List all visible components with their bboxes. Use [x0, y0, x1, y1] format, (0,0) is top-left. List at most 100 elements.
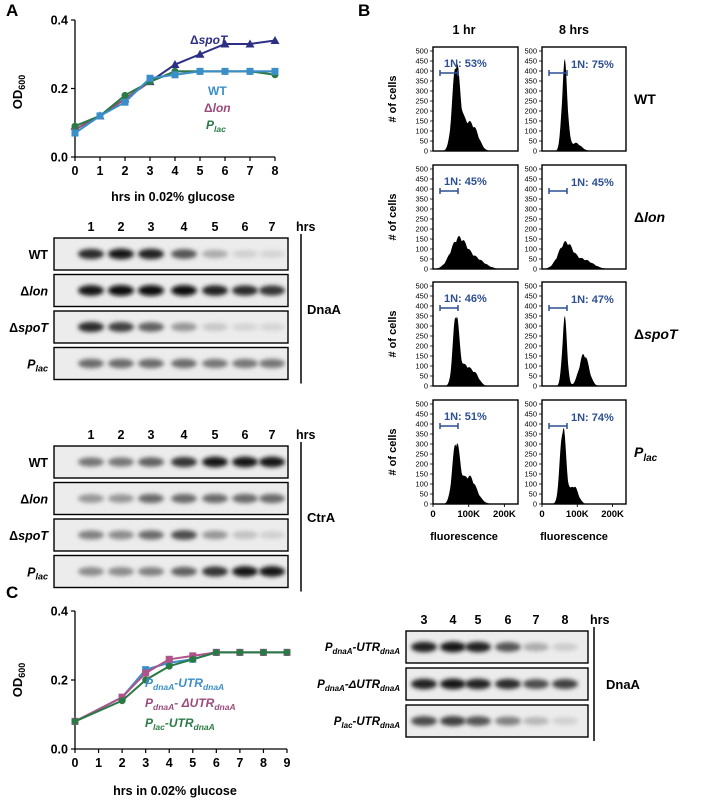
chart-axes: 0.0 0.2 0.4 0 1 2 3 4 5 6 7 8 9	[51, 605, 291, 771]
y-tick-label: 150	[415, 117, 428, 126]
y-tick-label: 200	[415, 225, 428, 234]
blot-band	[259, 493, 285, 504]
strain-label: Δlon	[634, 209, 665, 225]
blot-strip	[405, 630, 589, 664]
y-tick-label: 0.0	[51, 151, 68, 165]
x-tick-label: 6	[222, 164, 229, 178]
blot-band	[259, 323, 285, 331]
data-point	[212, 648, 220, 656]
y-tick-label: 0.0	[51, 743, 68, 757]
chart-axes: 0.0 0.2 0.4 0 1 2 3 4 5 6 7 8	[51, 14, 279, 179]
y-tick-label: 50	[420, 255, 428, 264]
blot-band	[78, 285, 104, 296]
blot-band	[232, 493, 258, 504]
y-tick-label: 0	[533, 500, 537, 509]
data-point	[283, 648, 291, 656]
y-tick-label: 150	[524, 470, 537, 479]
y-tick-label: 50	[420, 490, 428, 499]
y-tick-label: 150	[524, 352, 537, 361]
y-tick-label: 0.4	[51, 605, 68, 619]
y-tick-label: 300	[415, 87, 428, 96]
y-tick-label: 0	[424, 265, 428, 274]
data-point	[142, 676, 150, 684]
blot-band	[202, 566, 228, 577]
x-tick-label: 5	[189, 756, 196, 770]
blot-band	[440, 641, 466, 653]
y-tick-label: 100	[524, 245, 537, 254]
lane-label: 5	[212, 428, 219, 442]
y-axis-label: OD600	[10, 663, 27, 698]
y-tick-label: 0	[424, 382, 428, 391]
data-point	[245, 39, 255, 48]
blot-band	[108, 358, 134, 369]
data-point	[118, 697, 126, 705]
blot-band	[411, 678, 437, 690]
y-tick-label: 450	[415, 57, 428, 66]
y-tick-label: 300	[524, 440, 537, 449]
construct-label: PdnaA-ΔUTRdnaA	[317, 679, 400, 693]
gate-percent-label: 1N: 51%	[444, 411, 487, 423]
strain-label: Plac	[634, 444, 658, 464]
blot-band	[259, 456, 285, 468]
x-tick-label: 0	[72, 164, 79, 178]
x-tick-label: 3	[142, 756, 149, 770]
blot-band	[138, 358, 164, 369]
blot-band	[138, 566, 164, 577]
y-tick-label: 0	[533, 265, 537, 274]
data-point	[146, 74, 154, 82]
y-tick-label: 100	[415, 245, 428, 254]
y-tick-label: 200	[415, 107, 428, 116]
blot-band	[78, 530, 104, 540]
blot-band	[108, 567, 134, 576]
blot-strip	[53, 237, 289, 271]
blot-band	[78, 494, 104, 503]
panel-label-c: C	[6, 583, 18, 602]
gate-percent-label: 1N: 45%	[571, 177, 614, 189]
y-tick-label: 250	[524, 97, 537, 106]
x-tick-label: 8	[260, 756, 267, 770]
y-tick-label: 250	[524, 450, 537, 459]
data-point	[189, 655, 197, 663]
y-tick-label: 50	[529, 372, 537, 381]
x-tick-label: 6	[213, 756, 220, 770]
data-point	[71, 717, 79, 725]
lane-label: 6	[505, 613, 512, 627]
blot-band	[202, 358, 228, 369]
y-tick-label: 150	[415, 470, 428, 479]
panel-c-western-blots: 3 4 5 6 7 8 hrs PdnaA-UTRdnaA PdnaA-ΔUTRdnaA Plac…	[317, 613, 641, 741]
lane-label: 1	[88, 428, 95, 442]
blot-band	[108, 494, 134, 503]
y-tick-label: 300	[524, 87, 537, 96]
y-tick-label: 100	[524, 362, 537, 371]
blot-band	[138, 322, 164, 332]
data-point	[259, 648, 267, 656]
hrs-label: hrs	[296, 428, 316, 442]
y-tick-label: 300	[415, 322, 428, 331]
panel-c-growth-chart: 0.0 0.2 0.4 0 1 2 3 4 5 6 7 8 9 OD600 hrs in 0.02% g…	[10, 605, 291, 799]
y-tick-label: 350	[524, 195, 537, 204]
lane-label: 1	[88, 220, 95, 234]
y-tick-label: 500	[524, 282, 537, 291]
blot-band	[108, 248, 134, 260]
y-tick-label: 300	[415, 440, 428, 449]
blot-band	[523, 716, 549, 726]
legend-wt: WT	[208, 84, 227, 98]
blot-band	[78, 321, 104, 333]
y-tick-label: 150	[524, 235, 537, 244]
blot-band	[171, 456, 197, 468]
y-axis-label: # of cells	[387, 75, 399, 122]
blot-band	[138, 457, 164, 467]
y-tick-label: 100	[415, 127, 428, 136]
y-tick-label: 200	[524, 107, 537, 116]
x-tick-label: 7	[236, 756, 243, 770]
blot-strip	[53, 445, 289, 479]
blot-band	[495, 716, 521, 726]
blot-band	[465, 716, 491, 726]
y-tick-label: 400	[415, 185, 428, 194]
y-tick-label: 350	[415, 77, 428, 86]
